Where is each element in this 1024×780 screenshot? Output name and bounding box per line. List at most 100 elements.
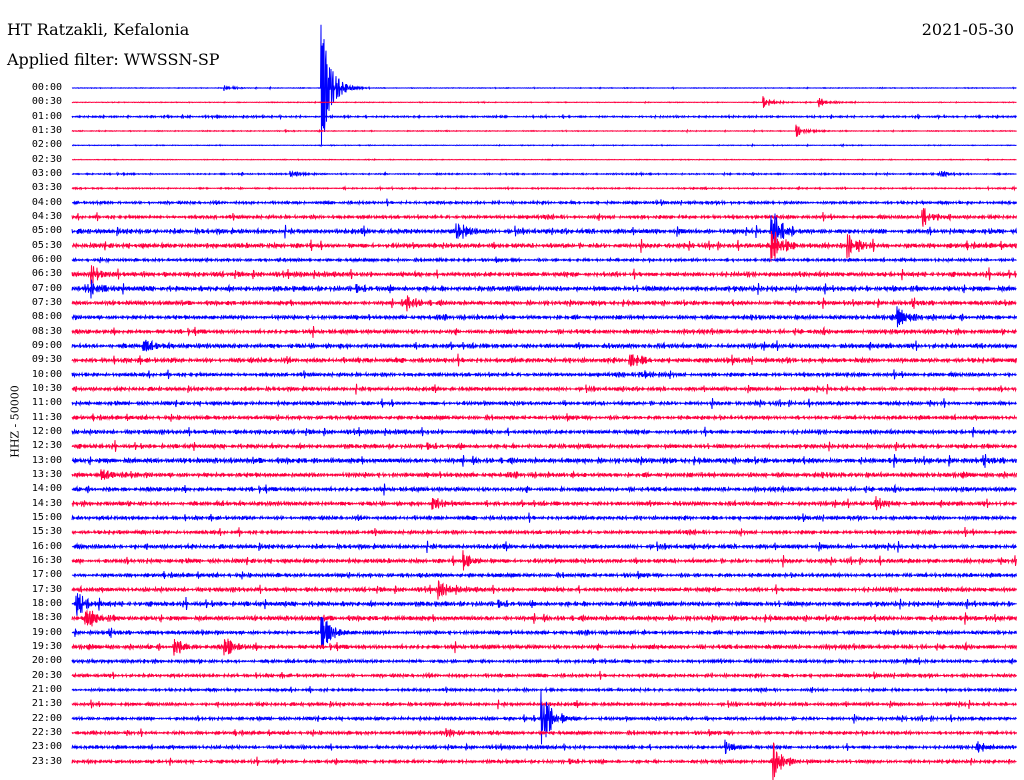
trace-1330	[71, 469, 1017, 480]
trace-0500	[71, 213, 1017, 249]
trace-1630	[71, 550, 1017, 571]
filter-label: Applied filter: WWSSN-SP	[7, 50, 220, 69]
row-label: 15:30	[31, 526, 62, 538]
row-label: 04:00	[31, 196, 62, 208]
trace-1800	[71, 593, 1017, 616]
trace-2200	[71, 689, 1017, 745]
trace-0400	[71, 198, 1017, 207]
row-label: 23:30	[31, 755, 62, 767]
row-label: 18:00	[31, 597, 62, 609]
trace-0600	[71, 256, 1017, 264]
row-label: 19:00	[31, 626, 62, 638]
trace-1200	[71, 426, 1017, 438]
row-label: 06:30	[31, 268, 62, 280]
trace-0430	[71, 208, 1017, 227]
row-label: 02:30	[31, 153, 62, 165]
row-label: 06:00	[31, 253, 62, 265]
trace-0830	[71, 325, 1017, 338]
station-title: HT Ratzakli, Kefalonia	[7, 20, 190, 39]
row-label: 09:00	[31, 339, 62, 351]
trace-0730	[71, 295, 1017, 312]
trace-0330	[71, 185, 1017, 192]
row-label: 01:30	[31, 124, 62, 136]
row-label: 12:00	[31, 425, 62, 437]
trace-0030	[71, 96, 1017, 108]
trace-1930	[71, 638, 1017, 656]
row-label: 14:30	[31, 497, 62, 509]
trace-0700	[71, 279, 1017, 299]
trace-2030	[71, 670, 1017, 680]
trace-2330	[71, 742, 1017, 780]
trace-1700	[71, 570, 1017, 580]
trace-0000	[71, 24, 1017, 145]
trace-1300	[71, 453, 1017, 468]
trace-2130	[71, 699, 1017, 710]
row-label: 22:00	[31, 712, 62, 724]
trace-1030	[71, 383, 1017, 395]
trace-0100	[71, 113, 1017, 121]
row-label: 00:30	[31, 96, 62, 108]
row-label: 07:00	[31, 282, 62, 294]
row-label: 05:00	[31, 225, 62, 237]
trace-0300	[71, 170, 1017, 178]
trace-1130	[71, 413, 1017, 422]
row-label: 09:30	[31, 354, 62, 366]
trace-2100	[71, 686, 1017, 694]
trace-0200	[71, 142, 1017, 148]
row-label: 10:30	[31, 382, 62, 394]
row-label: 19:30	[31, 640, 62, 652]
row-label: 15:00	[31, 511, 62, 523]
row-label: 17:30	[31, 583, 62, 595]
row-label: 11:30	[31, 411, 62, 423]
trace-1730	[71, 580, 1017, 600]
trace-1430	[71, 496, 1017, 511]
trace-0530	[71, 230, 1017, 262]
row-label: 02:00	[31, 139, 62, 151]
trace-1230	[71, 440, 1017, 452]
trace-2300	[71, 739, 1017, 755]
trace-0900	[71, 339, 1017, 352]
row-label: 14:00	[31, 483, 62, 495]
row-label: 21:30	[31, 698, 62, 710]
row-label: 22:30	[31, 726, 62, 738]
row-label: 08:30	[31, 325, 62, 337]
trace-0230	[71, 157, 1017, 162]
row-label: 01:00	[31, 110, 62, 122]
row-label: 13:00	[31, 454, 62, 466]
trace-1530	[71, 526, 1017, 537]
trace-1600	[71, 540, 1017, 554]
trace-0800	[71, 306, 1017, 328]
row-label: 21:00	[31, 683, 62, 695]
row-label: 08:00	[31, 311, 62, 323]
row-label: 20:00	[31, 655, 62, 667]
trace-0630	[71, 265, 1017, 285]
trace-0130	[71, 124, 1017, 138]
row-label: 10:00	[31, 368, 62, 380]
row-label: 07:30	[31, 296, 62, 308]
trace-2000	[71, 657, 1017, 665]
row-label: 16:30	[31, 554, 62, 566]
row-label: 17:00	[31, 569, 62, 581]
trace-1900	[71, 616, 1017, 647]
row-label: 23:00	[31, 741, 62, 753]
trace-1100	[71, 398, 1017, 410]
trace-1830	[71, 610, 1017, 627]
trace-1000	[71, 369, 1017, 380]
row-label: 18:30	[31, 612, 62, 624]
row-label: 11:00	[31, 397, 62, 409]
row-label: 05:30	[31, 239, 62, 251]
row-label: 03:30	[31, 182, 62, 194]
row-label: 12:30	[31, 440, 62, 452]
trace-1500	[71, 512, 1017, 523]
row-label: 20:30	[31, 669, 62, 681]
row-label: 13:30	[31, 468, 62, 480]
row-label: 03:00	[31, 167, 62, 179]
trace-2230	[71, 728, 1017, 738]
row-label: 04:30	[31, 210, 62, 222]
row-label: 00:00	[31, 82, 62, 93]
trace-0930	[71, 353, 1017, 367]
date-label: 2021-05-30	[921, 20, 1014, 39]
trace-1400	[71, 483, 1017, 496]
row-label: 16:00	[31, 540, 62, 552]
